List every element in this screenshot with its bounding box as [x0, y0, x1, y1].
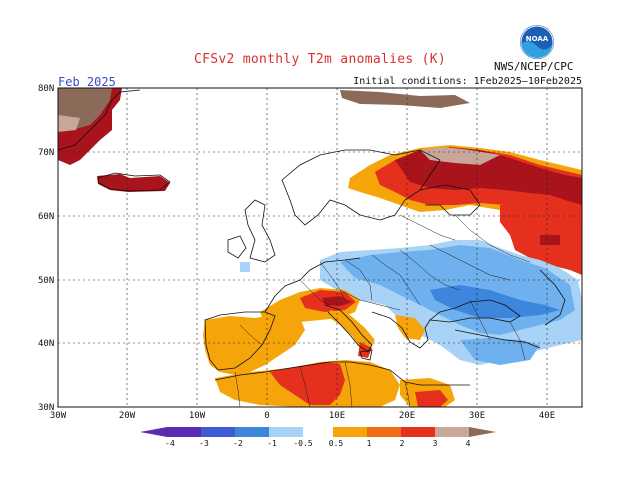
- colorbar-label: 1: [367, 439, 372, 448]
- agency-label: NWS/NCEP/CPC: [494, 60, 574, 73]
- lat-label-30n: 30N: [38, 403, 54, 413]
- lon-label-10w: 10W: [189, 411, 206, 421]
- colorbar-bin-m05: [269, 427, 303, 437]
- colorbar-labels: -4 -3 -2 -1 -0.5 0.5 1 2 3 4: [165, 439, 470, 448]
- lon-label-30w: 30W: [50, 411, 67, 421]
- colorbar-label: 3: [433, 439, 438, 448]
- noaa-logo-text: NOAA: [526, 35, 549, 43]
- map-frame: [57, 87, 583, 408]
- lat-label-70n: 70N: [38, 148, 54, 158]
- colorbar-label: 2: [400, 439, 405, 448]
- colorbar-bin-p05: [333, 427, 367, 437]
- italy-anomaly: [330, 310, 375, 352]
- colorbar-label: -4: [165, 439, 175, 448]
- colorbar-bin-m4: [167, 427, 201, 437]
- country-borders: [234, 214, 531, 407]
- forecast-month: Feb 2025: [58, 75, 116, 89]
- colorbar-bin-p1: [367, 427, 401, 437]
- colorbar-label: -1: [267, 439, 277, 448]
- colorbar-bin-neutral: [303, 427, 333, 437]
- noaa-logo: NOAA: [520, 25, 554, 59]
- coastlines: [58, 89, 566, 386]
- lat-label-60n: 60N: [38, 212, 54, 222]
- colorbar-label: -2: [233, 439, 243, 448]
- colorbar-label: -3: [199, 439, 209, 448]
- lon-label-20w: 20W: [119, 411, 136, 421]
- lon-label-0: 0: [264, 411, 269, 421]
- lat-axis: 80N 70N 60N 50N 40N 30N: [38, 84, 54, 413]
- lon-label-10e: 10E: [329, 411, 345, 421]
- colorbar-bin-p2: [401, 427, 435, 437]
- colorbar-max-arrow: [469, 427, 496, 437]
- lon-label-40e: 40E: [539, 411, 555, 421]
- lat-label-80n: 80N: [38, 84, 54, 94]
- iberia-anomaly: [203, 312, 305, 375]
- colorbar-bin-p3: [435, 427, 469, 437]
- lon-label-30e: 30E: [469, 411, 485, 421]
- initial-conditions: Initial conditions: 1Feb2025–10Feb2025: [353, 76, 582, 87]
- colorbar: -4 -3 -2 -1 -0.5 0.5 1 2 3 4: [140, 427, 496, 448]
- colorbar-label: 4: [466, 439, 471, 448]
- lat-label-50n: 50N: [38, 276, 54, 286]
- graticule: [58, 88, 582, 407]
- iceland-anomaly: [97, 174, 170, 192]
- colorbar-bin-m2: [235, 427, 269, 437]
- colorbar-label: -0.5: [293, 439, 312, 448]
- lon-label-20e: 20E: [399, 411, 415, 421]
- lat-label-40n: 40N: [38, 339, 54, 349]
- colorbar-label: 0.5: [329, 439, 344, 448]
- colorbar-min-arrow: [140, 427, 167, 437]
- colorbar-bin-m3: [201, 427, 235, 437]
- lon-axis: 30W 20W 10W 0 10E 20E 30E 40E: [50, 411, 555, 421]
- map-title: CFSv2 monthly T2m anomalies (K): [194, 52, 446, 67]
